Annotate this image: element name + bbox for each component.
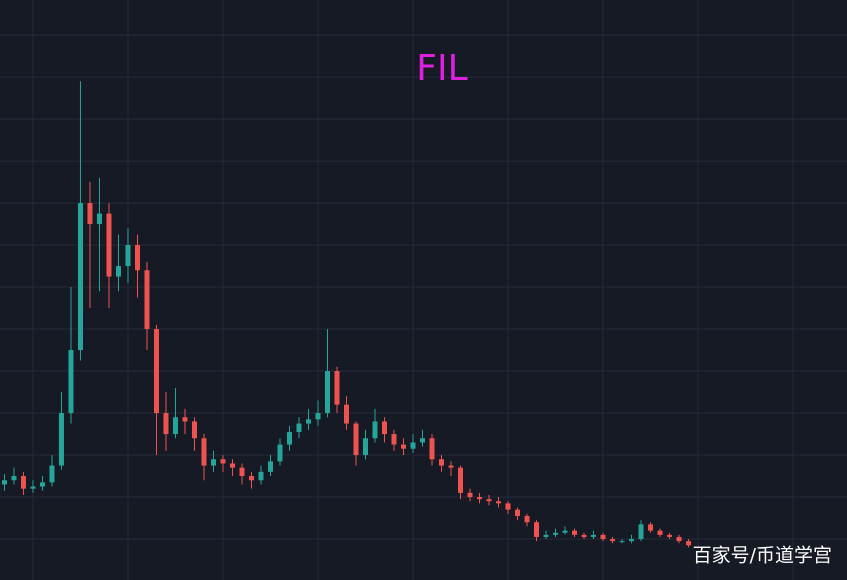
candle-body: [505, 503, 511, 510]
candle-body: [429, 438, 435, 460]
candle-body: [68, 350, 74, 414]
candle-body: [553, 532, 559, 535]
candle-body: [163, 413, 169, 435]
candle-body: [296, 423, 302, 432]
candle-body: [201, 438, 207, 466]
candle-body: [410, 442, 416, 449]
candle-body: [144, 270, 150, 330]
candle-body: [172, 417, 178, 435]
candle-body: [420, 438, 426, 443]
candle-body: [515, 509, 521, 516]
candle-body: [657, 530, 663, 535]
candle-body: [277, 444, 283, 462]
watermark: 百家号/币道学宫: [693, 545, 832, 567]
candle-body: [619, 541, 625, 543]
candle-body: [372, 421, 378, 439]
candle-body: [87, 203, 93, 225]
candle-body: [676, 536, 682, 542]
candle-body: [239, 467, 245, 477]
candle-body: [381, 421, 387, 435]
candle-body: [315, 413, 321, 420]
candle-body: [1, 480, 7, 485]
candle-body: [629, 539, 635, 542]
candle-body: [362, 438, 368, 456]
candle-body: [305, 419, 311, 424]
candle-body: [77, 203, 83, 351]
candle-body: [11, 476, 17, 481]
candle-body: [96, 213, 102, 225]
candle-body: [667, 534, 673, 537]
candle-body: [334, 371, 340, 405]
candle-body: [210, 459, 216, 466]
candle-body: [125, 245, 131, 267]
candle-body: [391, 434, 397, 445]
candle-body: [134, 245, 140, 271]
candle-body: [49, 465, 55, 483]
candle-body: [401, 444, 407, 449]
candle-body: [448, 465, 454, 468]
candle-body: [686, 541, 692, 546]
candle-body: [353, 423, 359, 456]
candle-body: [343, 404, 349, 424]
candles: [1, 81, 692, 548]
candle-body: [648, 524, 654, 531]
candle-body: [58, 413, 64, 466]
candle-body: [600, 534, 606, 540]
candle-body: [439, 459, 445, 466]
candle-body: [638, 524, 644, 540]
candle-body: [534, 522, 540, 537]
candle-body: [191, 421, 197, 439]
candle-body: [543, 534, 549, 537]
candle-body: [30, 486, 36, 489]
candle-body: [286, 431, 292, 445]
candle-body: [467, 492, 473, 498]
candle-body: [486, 499, 492, 502]
candle-body: [258, 471, 264, 481]
candle-body: [477, 497, 483, 500]
candle-body: [458, 467, 464, 493]
candle-body: [220, 459, 226, 464]
candle-body: [39, 482, 45, 487]
chart-title: FIL: [416, 48, 467, 89]
candle-body: [572, 530, 578, 535]
candle-body: [229, 463, 235, 468]
candle-body: [248, 476, 254, 481]
candle-body: [115, 266, 121, 277]
candle-body: [562, 530, 568, 533]
candle-body: [267, 461, 273, 472]
candle-body: [20, 476, 26, 489]
candle-body: [496, 501, 502, 504]
candle-body: [106, 213, 112, 277]
candle-body: [324, 371, 330, 414]
candle-body: [581, 534, 587, 537]
candle-body: [591, 534, 597, 537]
candle-body: [524, 515, 530, 523]
candle-body: [610, 539, 616, 542]
candle-body: [182, 417, 188, 422]
candle-body: [153, 329, 159, 414]
